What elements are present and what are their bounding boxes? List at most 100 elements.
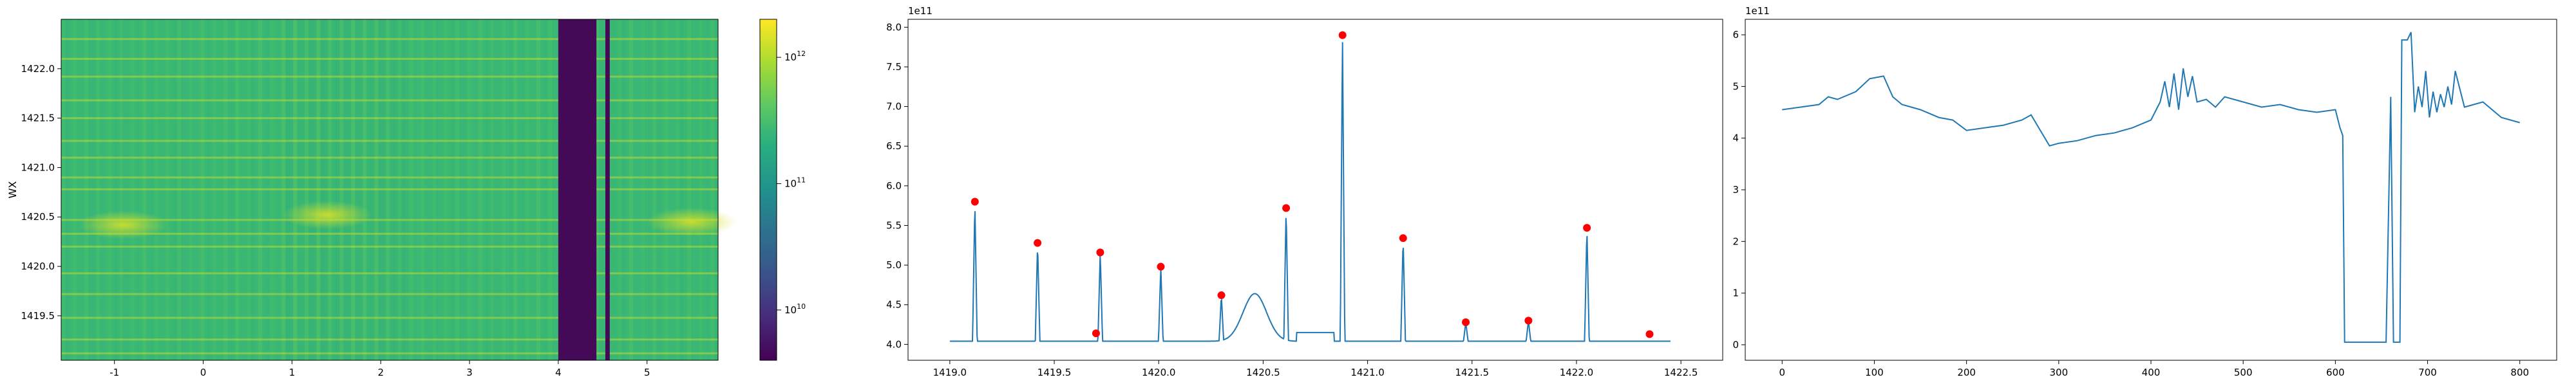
peak-marker-10	[1524, 317, 1533, 325]
heatmap-column	[525, 19, 529, 360]
series-line	[1782, 32, 2520, 343]
heatmap-hot-spot	[646, 207, 737, 236]
heatmap-column	[131, 19, 135, 360]
heatmap-column	[366, 19, 371, 360]
heatmap-column	[540, 19, 545, 360]
peak-marker-2	[1092, 329, 1100, 338]
heatmap-column	[649, 19, 653, 360]
heatmap-y-tick-label-0: 1419.5	[21, 310, 55, 322]
heatmap-column	[656, 19, 661, 360]
series-x-tick-label-4: 400	[2142, 367, 2161, 378]
heatmap-y-tick-label-5: 1422.0	[21, 63, 55, 75]
heatmap-column	[533, 19, 537, 360]
heatmap-column	[135, 19, 139, 360]
peak-marker-7	[1338, 31, 1347, 39]
heatmap-column	[486, 19, 491, 360]
heatmap-column	[212, 19, 216, 360]
heatmap-column	[695, 19, 699, 360]
heatmap-column	[641, 19, 645, 360]
heatmap-column	[181, 19, 185, 360]
heatmap-x-tick-label-2: 1	[289, 367, 296, 378]
peaks-y-tick-label-6: 7.0	[886, 101, 902, 113]
heatmap-column	[204, 19, 209, 360]
heatmap-column	[521, 19, 526, 360]
series-x-tick-label-3: 300	[2049, 367, 2068, 378]
heatmap-column	[386, 19, 390, 360]
heatmap-column	[189, 19, 193, 360]
heatmap-column	[618, 19, 622, 360]
heatmap-column	[266, 19, 270, 360]
colorbar-tick-label-0: 1010	[784, 302, 806, 316]
peaks-y-tick-label-8: 8.0	[886, 21, 902, 33]
heatmap-column	[405, 19, 410, 360]
series-x-tick-label-1: 100	[1865, 367, 1884, 378]
heatmap-column	[706, 19, 711, 360]
heatmap-column	[444, 19, 448, 360]
series-x-tick-label-0: 0	[1779, 367, 1785, 378]
series-x-tick-label-8: 800	[2510, 367, 2529, 378]
peak-marker-5	[1217, 291, 1226, 299]
heatmap-x-tick-label-1: 0	[200, 367, 207, 378]
heatmap-bright-row	[61, 57, 718, 60]
heatmap-column	[92, 19, 97, 360]
peak-marker-3	[1096, 248, 1104, 257]
heatmap-column	[687, 19, 692, 360]
peaks-x-tick-label-4: 1421.0	[1350, 367, 1385, 378]
heatmap-column	[370, 19, 375, 360]
heatmap-column	[699, 19, 703, 360]
heatmap-bright-row	[61, 272, 718, 275]
heatmap-column	[436, 19, 440, 360]
heatmap-column	[115, 19, 120, 360]
heatmap-column	[270, 19, 274, 360]
peaks-y-tick-label-4: 6.0	[886, 180, 902, 192]
heatmap-column	[645, 19, 649, 360]
heatmap-column	[676, 19, 680, 360]
heatmap-y-tick-label-3: 1421.0	[21, 161, 55, 173]
heatmap-column	[223, 19, 228, 360]
heatmap-column	[378, 19, 383, 360]
heatmap-column	[621, 19, 626, 360]
heatmap-column	[401, 19, 406, 360]
heatmap-column	[610, 19, 614, 360]
heatmap-bright-row	[61, 156, 718, 159]
heatmap-column	[359, 19, 363, 360]
heatmap-column	[691, 19, 696, 360]
heatmap-hot-spot	[78, 210, 169, 239]
heatmap-column	[428, 19, 433, 360]
heatmap-x-tick-label-4: 3	[466, 367, 473, 378]
heatmap-column	[258, 19, 263, 360]
heatmap-column	[467, 19, 471, 360]
heatmap-column	[111, 19, 116, 360]
heatmap-column	[138, 19, 143, 360]
heatmap-bright-row	[61, 75, 718, 78]
heatmap-column	[637, 19, 641, 360]
heatmap-column	[123, 19, 128, 360]
series-y-tick-label-1: 1	[1732, 288, 1739, 299]
heatmap-column	[88, 19, 93, 360]
heatmap-dark-band	[558, 19, 597, 360]
heatmap-x-tick-label-6: 5	[644, 367, 650, 378]
heatmap-column	[594, 19, 599, 360]
heatmap-column	[177, 19, 182, 360]
peaks-y-tick-label-7: 7.5	[886, 61, 902, 73]
heatmap-bright-row	[61, 99, 718, 102]
heatmap-column	[146, 19, 151, 360]
peaks-x-tick-label-6: 1422.0	[1560, 367, 1594, 378]
heatmap-column	[343, 19, 348, 360]
colorbar-tick-label-2: 1012	[784, 50, 806, 63]
heatmap-column	[598, 19, 603, 360]
heatmap-column	[679, 19, 684, 360]
heatmap-column	[281, 19, 286, 360]
heatmap-bright-row	[61, 293, 718, 295]
heatmap-column	[293, 19, 298, 360]
heatmap-column	[104, 19, 108, 360]
heatmap-column	[556, 19, 560, 360]
heatmap-column	[339, 19, 344, 360]
heatmap-column	[672, 19, 676, 360]
peaks-y-tick-label-3: 5.5	[886, 219, 902, 231]
series-y-tick-label-5: 5	[1732, 80, 1739, 92]
heatmap-bright-row	[61, 117, 718, 120]
heatmap-column	[660, 19, 665, 360]
peaks-x-tick-label-5: 1421.5	[1455, 367, 1490, 378]
